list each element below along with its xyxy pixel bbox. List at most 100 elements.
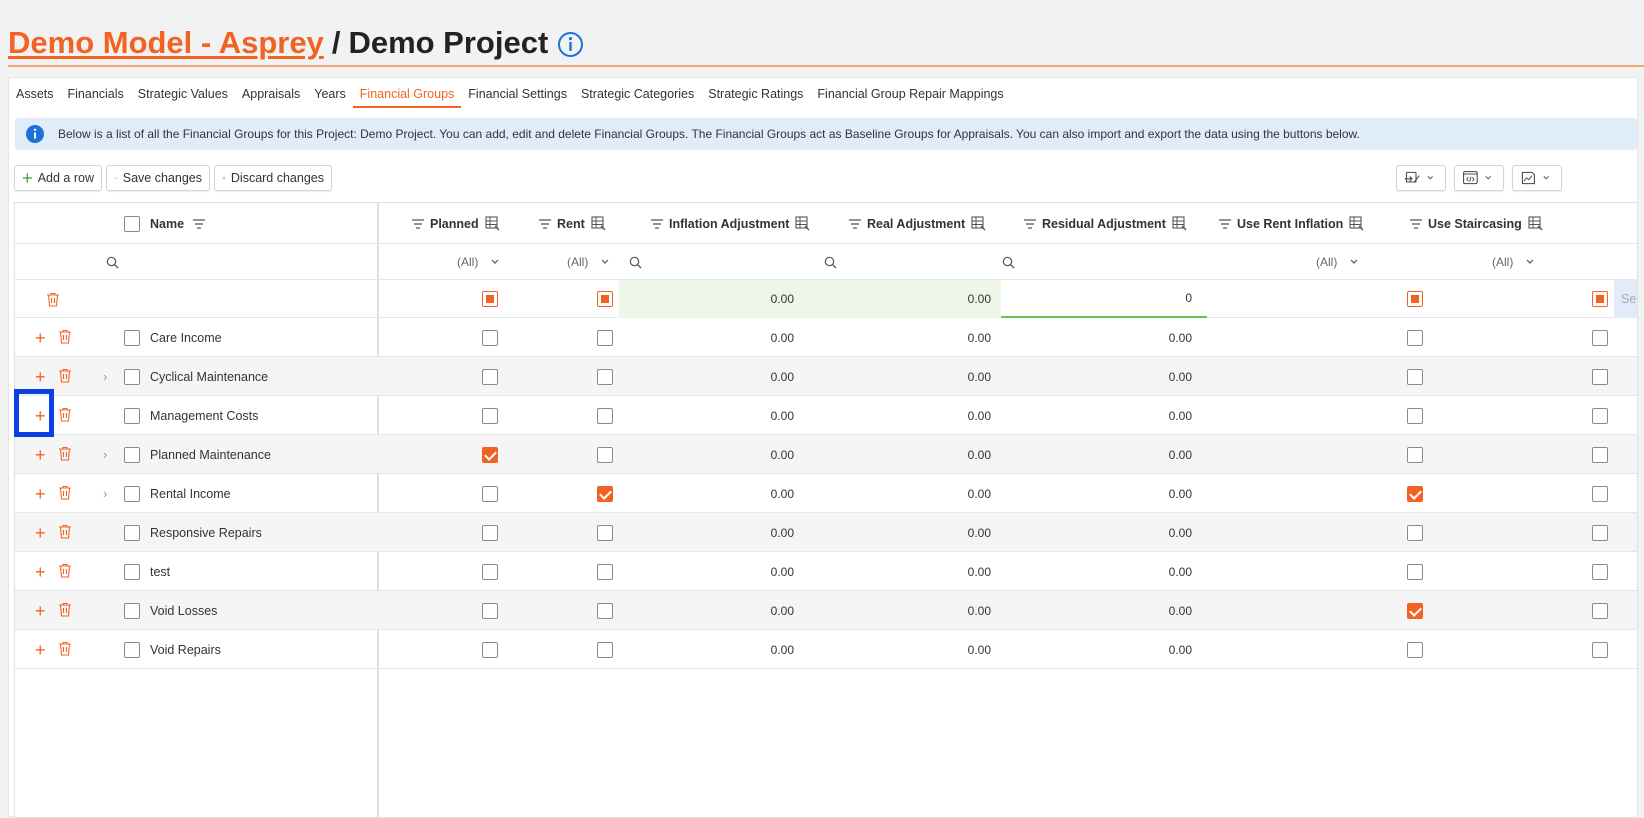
cutoff-cell[interactable]: Se — [1614, 280, 1637, 318]
search-icon[interactable] — [629, 256, 642, 269]
filter-icon[interactable] — [849, 218, 861, 229]
search-icon[interactable] — [106, 256, 119, 269]
use-rent-inflation-checkbox[interactable] — [1407, 329, 1423, 346]
row-select-checkbox[interactable] — [124, 524, 140, 541]
rent-checkbox[interactable] — [597, 563, 613, 580]
use-rent-inflation-column-header[interactable]: Use Rent Inflation — [1237, 216, 1344, 231]
plus-icon[interactable]: + — [35, 483, 46, 504]
planned-checkbox[interactable] — [482, 368, 498, 385]
row-select-checkbox[interactable] — [124, 329, 140, 346]
filter-icon[interactable] — [193, 218, 206, 229]
tab-assets[interactable]: Assets — [16, 87, 54, 101]
row-select-checkbox[interactable] — [124, 563, 140, 580]
trash-icon[interactable] — [58, 602, 72, 620]
trash-icon[interactable] — [58, 641, 72, 659]
filter-icon[interactable] — [1219, 218, 1231, 229]
plus-icon[interactable]: + — [35, 600, 46, 621]
planned-checkbox[interactable] — [482, 485, 498, 502]
chevron-right-icon[interactable]: › — [103, 486, 108, 501]
rent-checkbox[interactable] — [597, 602, 613, 619]
rent-checkbox[interactable] — [597, 446, 613, 463]
rent-checkbox[interactable] — [597, 524, 613, 541]
inflation-adjustment-column-header[interactable]: Inflation Adjustment — [669, 216, 790, 231]
use-staircasing-column-header[interactable]: Use Staircasing — [1428, 216, 1522, 231]
row-select-checkbox[interactable] — [124, 446, 140, 463]
add-row-button[interactable]: Add a row — [14, 165, 102, 191]
rent-checkbox[interactable] — [597, 368, 613, 385]
use-staircasing-checkbox[interactable] — [1592, 602, 1608, 619]
tab-financial-settings[interactable]: Financial Settings — [468, 87, 567, 101]
column-chooser-icon[interactable] — [1349, 216, 1364, 231]
column-chooser-icon[interactable] — [971, 216, 986, 231]
model-link[interactable]: Demo Model - Asprey — [8, 25, 324, 60]
use-rent-inflation-checkbox[interactable] — [1407, 563, 1423, 580]
save-changes-button[interactable]: Save changes — [106, 165, 210, 191]
residual-adjustment-column-header[interactable]: Residual Adjustment — [1042, 216, 1166, 231]
trash-icon[interactable] — [58, 524, 72, 542]
row-select-checkbox[interactable] — [124, 368, 140, 385]
use-staircasing-checkbox[interactable] — [1592, 407, 1608, 424]
rent-checkbox[interactable] — [597, 407, 613, 424]
use-rent-inflation-checkbox[interactable] — [1407, 524, 1423, 541]
column-chooser-icon[interactable] — [591, 216, 606, 231]
filter-icon[interactable] — [1410, 218, 1422, 229]
row-select-checkbox[interactable] — [124, 641, 140, 658]
tab-financial-groups[interactable]: Financial Groups — [352, 78, 462, 108]
name-column-header[interactable]: Name — [150, 216, 185, 231]
inflation-adjustment-input[interactable]: 0.00 — [619, 280, 824, 318]
trash-icon[interactable] — [58, 407, 72, 425]
tab-appraisals[interactable]: Appraisals — [241, 87, 301, 101]
plus-icon[interactable]: + — [35, 444, 46, 465]
planned-checkbox[interactable] — [482, 446, 498, 463]
row-select-checkbox[interactable] — [124, 407, 140, 424]
rent-checkbox[interactable] — [597, 485, 613, 502]
search-icon[interactable] — [824, 256, 837, 269]
use-staircasing-checkbox[interactable] — [1592, 291, 1608, 307]
filter-icon[interactable] — [1024, 218, 1036, 229]
planned-checkbox[interactable] — [482, 291, 498, 307]
tab-financial-group-repair-mappings[interactable]: Financial Group Repair Mappings — [817, 87, 1004, 101]
use-rent-inflation-checkbox[interactable] — [1407, 602, 1423, 619]
search-icon[interactable] — [1002, 256, 1015, 269]
plus-icon[interactable]: + — [35, 561, 46, 582]
column-chooser-icon[interactable] — [1528, 216, 1543, 231]
export-dropdown-button[interactable] — [1454, 165, 1504, 191]
plus-icon[interactable]: + — [35, 366, 46, 387]
use-rent-inflation-checkbox[interactable] — [1407, 407, 1423, 424]
chart-dropdown-button[interactable] — [1512, 165, 1562, 191]
discard-changes-button[interactable]: Discard changes — [214, 165, 332, 191]
planned-checkbox[interactable] — [482, 641, 498, 658]
import-dropdown-button[interactable] — [1396, 165, 1446, 191]
use-staircasing-checkbox[interactable] — [1592, 563, 1608, 580]
rent-checkbox[interactable] — [597, 291, 613, 307]
planned-checkbox[interactable] — [482, 524, 498, 541]
plus-icon[interactable]: + — [35, 405, 46, 426]
filter-icon[interactable] — [651, 218, 663, 229]
planned-checkbox[interactable] — [482, 602, 498, 619]
rent-filter-select[interactable]: (All) — [567, 244, 609, 280]
plus-icon[interactable]: + — [35, 522, 46, 543]
planned-checkbox[interactable] — [482, 407, 498, 424]
trash-icon[interactable] — [58, 329, 72, 347]
column-chooser-icon[interactable] — [485, 216, 500, 231]
use-staircasing-checkbox[interactable] — [1592, 446, 1608, 463]
planned-checkbox[interactable] — [482, 329, 498, 346]
row-select-checkbox[interactable] — [124, 602, 140, 619]
use-staircasing-checkbox[interactable] — [1592, 329, 1608, 346]
plus-icon[interactable]: + — [35, 639, 46, 660]
use-staircasing-checkbox[interactable] — [1592, 485, 1608, 502]
tab-strategic-values[interactable]: Strategic Values — [137, 87, 228, 101]
residual-adjustment-input[interactable]: 0 — [1001, 280, 1207, 318]
use-rent-inflation-checkbox[interactable] — [1407, 368, 1423, 385]
filter-icon[interactable] — [539, 218, 551, 229]
column-chooser-icon[interactable] — [1172, 216, 1187, 231]
rent-checkbox[interactable] — [597, 641, 613, 658]
row-select-checkbox[interactable] — [124, 485, 140, 502]
use-rent-inflation-checkbox[interactable] — [1407, 485, 1423, 502]
tab-years[interactable]: Years — [314, 87, 346, 101]
trash-icon[interactable] — [58, 368, 72, 386]
column-chooser-icon[interactable] — [795, 216, 810, 231]
select-all-checkbox[interactable] — [124, 215, 140, 232]
trash-icon[interactable] — [46, 292, 60, 307]
use-rent-inflation-checkbox[interactable] — [1407, 446, 1423, 463]
